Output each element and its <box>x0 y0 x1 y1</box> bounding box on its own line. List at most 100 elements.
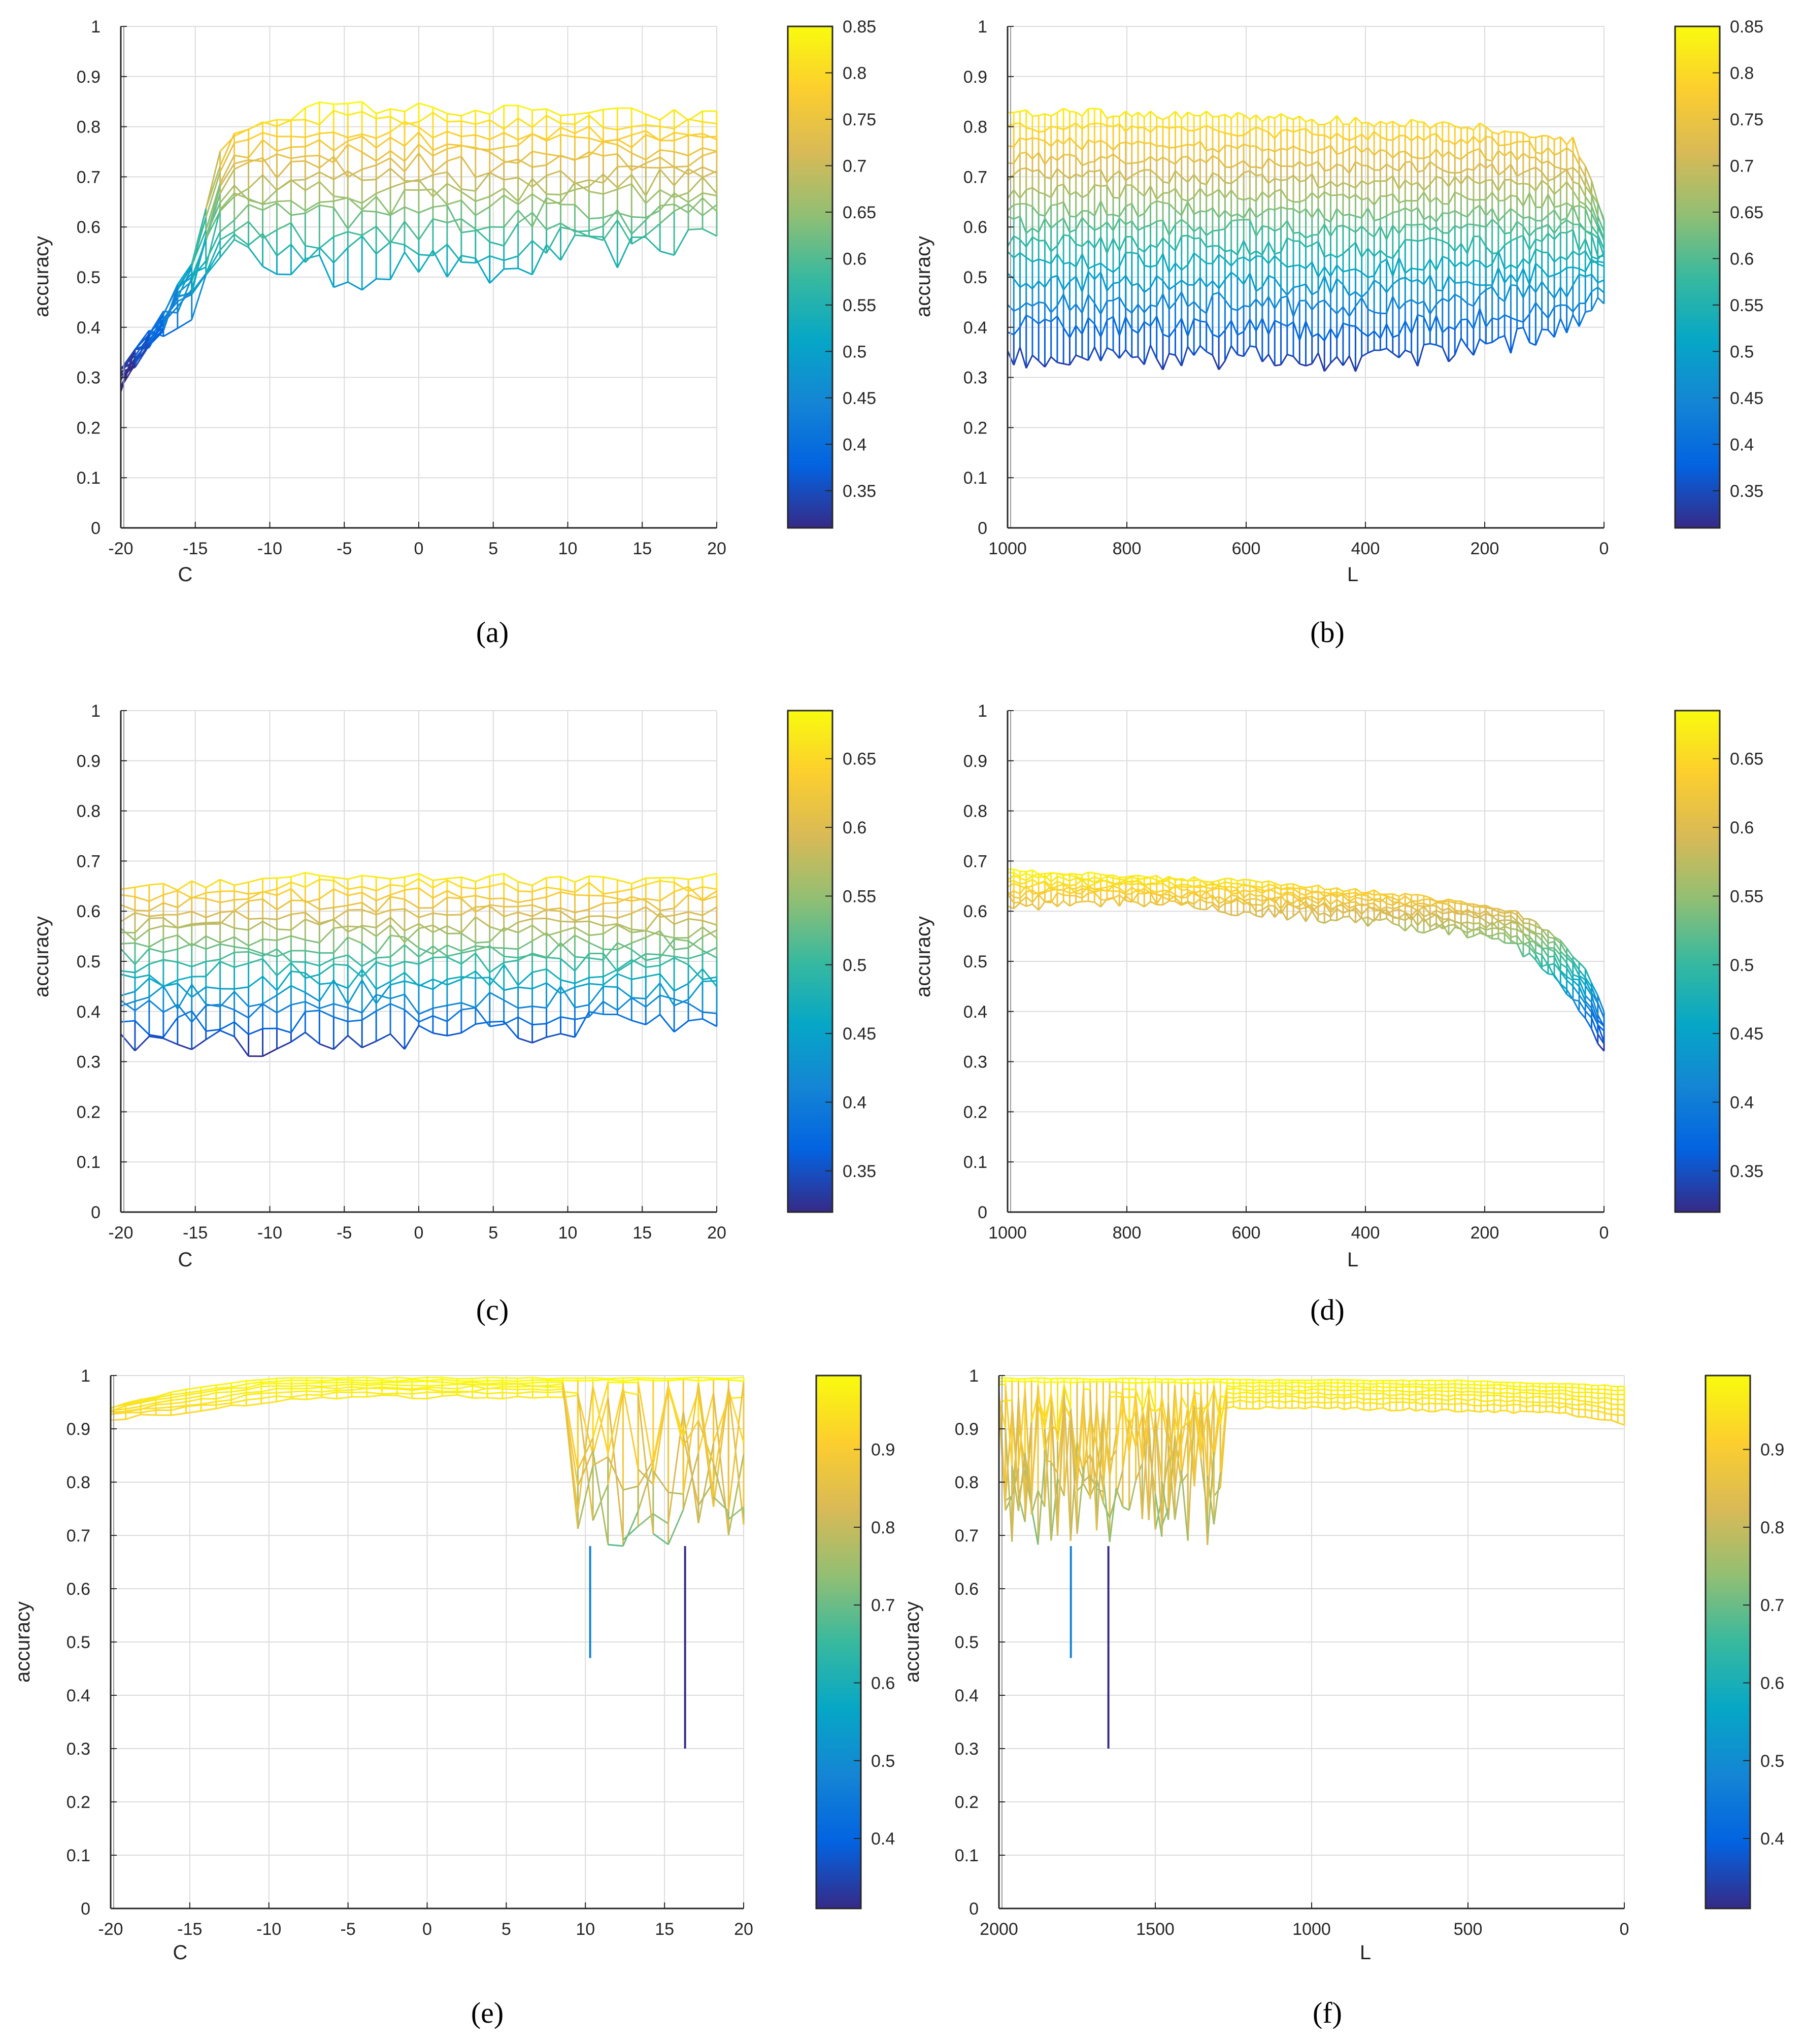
mesh-level-segment <box>688 936 703 949</box>
mesh-level-segment <box>659 189 675 198</box>
mesh-level-segment <box>206 935 221 944</box>
mesh-level-segment <box>1057 183 1064 187</box>
mesh-level-segment <box>574 114 590 125</box>
mesh-level-segment <box>1137 321 1145 334</box>
mesh-level-segment <box>1031 280 1040 289</box>
mesh-level-segment <box>1367 165 1375 171</box>
mesh-level-segment <box>1038 301 1045 304</box>
mesh-level-segment <box>1150 220 1157 226</box>
mesh-level-segment <box>1144 127 1151 133</box>
mesh-level-segment <box>1044 205 1052 217</box>
mesh-level-segment <box>1454 319 1462 330</box>
mesh-level-segment <box>305 939 320 944</box>
mesh-level-segment <box>1168 353 1176 356</box>
y-tick-label: 0.1 <box>963 468 987 488</box>
mesh-level-segment <box>588 225 604 232</box>
mesh-level-segment <box>149 959 164 965</box>
mesh-level-segment <box>1175 219 1182 225</box>
mesh-level-segment <box>277 273 291 276</box>
mesh-level-segment <box>134 332 150 365</box>
mesh-level-segment <box>532 1023 547 1026</box>
mesh-level-segment <box>333 110 348 116</box>
mesh-level-segment <box>631 134 647 148</box>
mesh-level-segment <box>361 278 377 291</box>
mesh-level-segment <box>1386 348 1393 354</box>
mesh-level-segment <box>1467 281 1474 285</box>
mesh-level-segment <box>1448 210 1455 214</box>
mesh-level-segment <box>163 1037 178 1046</box>
colorbar-tick-label: 0.5 <box>1730 342 1754 361</box>
mesh-level-segment <box>390 150 405 162</box>
mesh-level-segment <box>1032 258 1039 263</box>
mesh-level-segment <box>233 1036 249 1057</box>
mesh-level-segment <box>1337 163 1344 167</box>
mesh-level-segment <box>1591 260 1598 263</box>
mesh-level-segment <box>1392 120 1399 126</box>
mesh-level-segment <box>305 918 320 926</box>
mesh-level-segment <box>1591 232 1598 239</box>
mesh-level-segment <box>1367 231 1375 238</box>
y-axis-label: accuracy <box>30 236 53 317</box>
mesh-level-segment <box>1038 360 1046 368</box>
mesh-level-segment <box>1535 238 1543 243</box>
mesh-level-segment <box>1113 170 1120 176</box>
mesh-level-segment <box>1411 155 1418 159</box>
mesh-level-segment <box>447 944 462 952</box>
mesh-level-segment <box>518 1037 533 1044</box>
mesh-level-segment <box>1212 333 1219 338</box>
mesh-level-segment <box>404 144 420 162</box>
mesh-level-segment <box>1392 225 1400 234</box>
mesh-level-segment <box>1044 125 1052 132</box>
mesh-level-segment <box>1317 241 1325 257</box>
mesh-level-segment <box>659 973 675 992</box>
mesh-level-segment <box>603 985 618 988</box>
mesh-level-segment <box>1485 263 1493 269</box>
mesh-level-segment <box>1380 258 1387 264</box>
mesh-level-segment <box>290 962 306 979</box>
mesh-level-segment <box>702 132 717 141</box>
mesh-level-segment <box>1517 234 1524 239</box>
mesh-level-segment <box>1348 161 1356 174</box>
mesh-level-segment <box>347 197 362 204</box>
mesh-level-segment <box>1330 253 1338 258</box>
colorbar <box>787 25 833 529</box>
mesh-level-segment <box>1510 141 1518 145</box>
mesh-level-segment <box>1268 148 1275 153</box>
mesh-level-segment <box>646 964 660 968</box>
mesh-level-segment <box>1435 133 1443 142</box>
mesh-level-segment <box>404 960 419 965</box>
mesh-level-segment <box>1150 156 1157 162</box>
mesh-level-segment <box>1255 114 1263 122</box>
mesh-level-segment <box>233 233 249 246</box>
mesh-level-segment <box>135 963 150 974</box>
mesh-level-segment <box>1131 161 1139 164</box>
mesh-level-segment <box>1522 327 1530 343</box>
mesh-level-segment <box>305 254 320 260</box>
mesh-level-segment <box>1075 253 1083 267</box>
mesh-level-segment <box>1337 193 1344 196</box>
mesh-level-segment <box>1473 294 1481 307</box>
mesh-level-segment <box>1230 258 1238 266</box>
mesh-level-segment <box>1348 306 1356 317</box>
mesh-level-segment <box>1212 207 1220 218</box>
x-tick-label: 5 <box>488 539 498 558</box>
mesh-level-segment <box>1398 257 1406 274</box>
mesh-level-segment <box>1361 331 1368 337</box>
mesh-level-segment <box>1343 224 1350 229</box>
mesh-level-segment <box>1429 176 1437 185</box>
mesh-level-segment <box>1566 181 1574 191</box>
mesh-level-segment <box>389 189 406 216</box>
mesh-level-segment <box>1187 223 1195 232</box>
mesh-level-segment <box>418 188 433 191</box>
mesh-level-segment <box>319 236 335 249</box>
mesh-level-segment <box>1268 191 1276 198</box>
mesh-level-segment <box>1118 184 1126 198</box>
mesh-level-segment <box>219 169 235 194</box>
mesh-level-segment <box>1175 170 1182 178</box>
mesh-level-segment <box>177 934 192 947</box>
mesh-level-segment <box>1529 136 1536 139</box>
mesh-level-segment <box>1318 185 1325 189</box>
mesh-level-segment <box>1380 163 1387 171</box>
mesh-level-segment <box>1231 308 1238 311</box>
panel-caption: (b) <box>1310 616 1345 649</box>
